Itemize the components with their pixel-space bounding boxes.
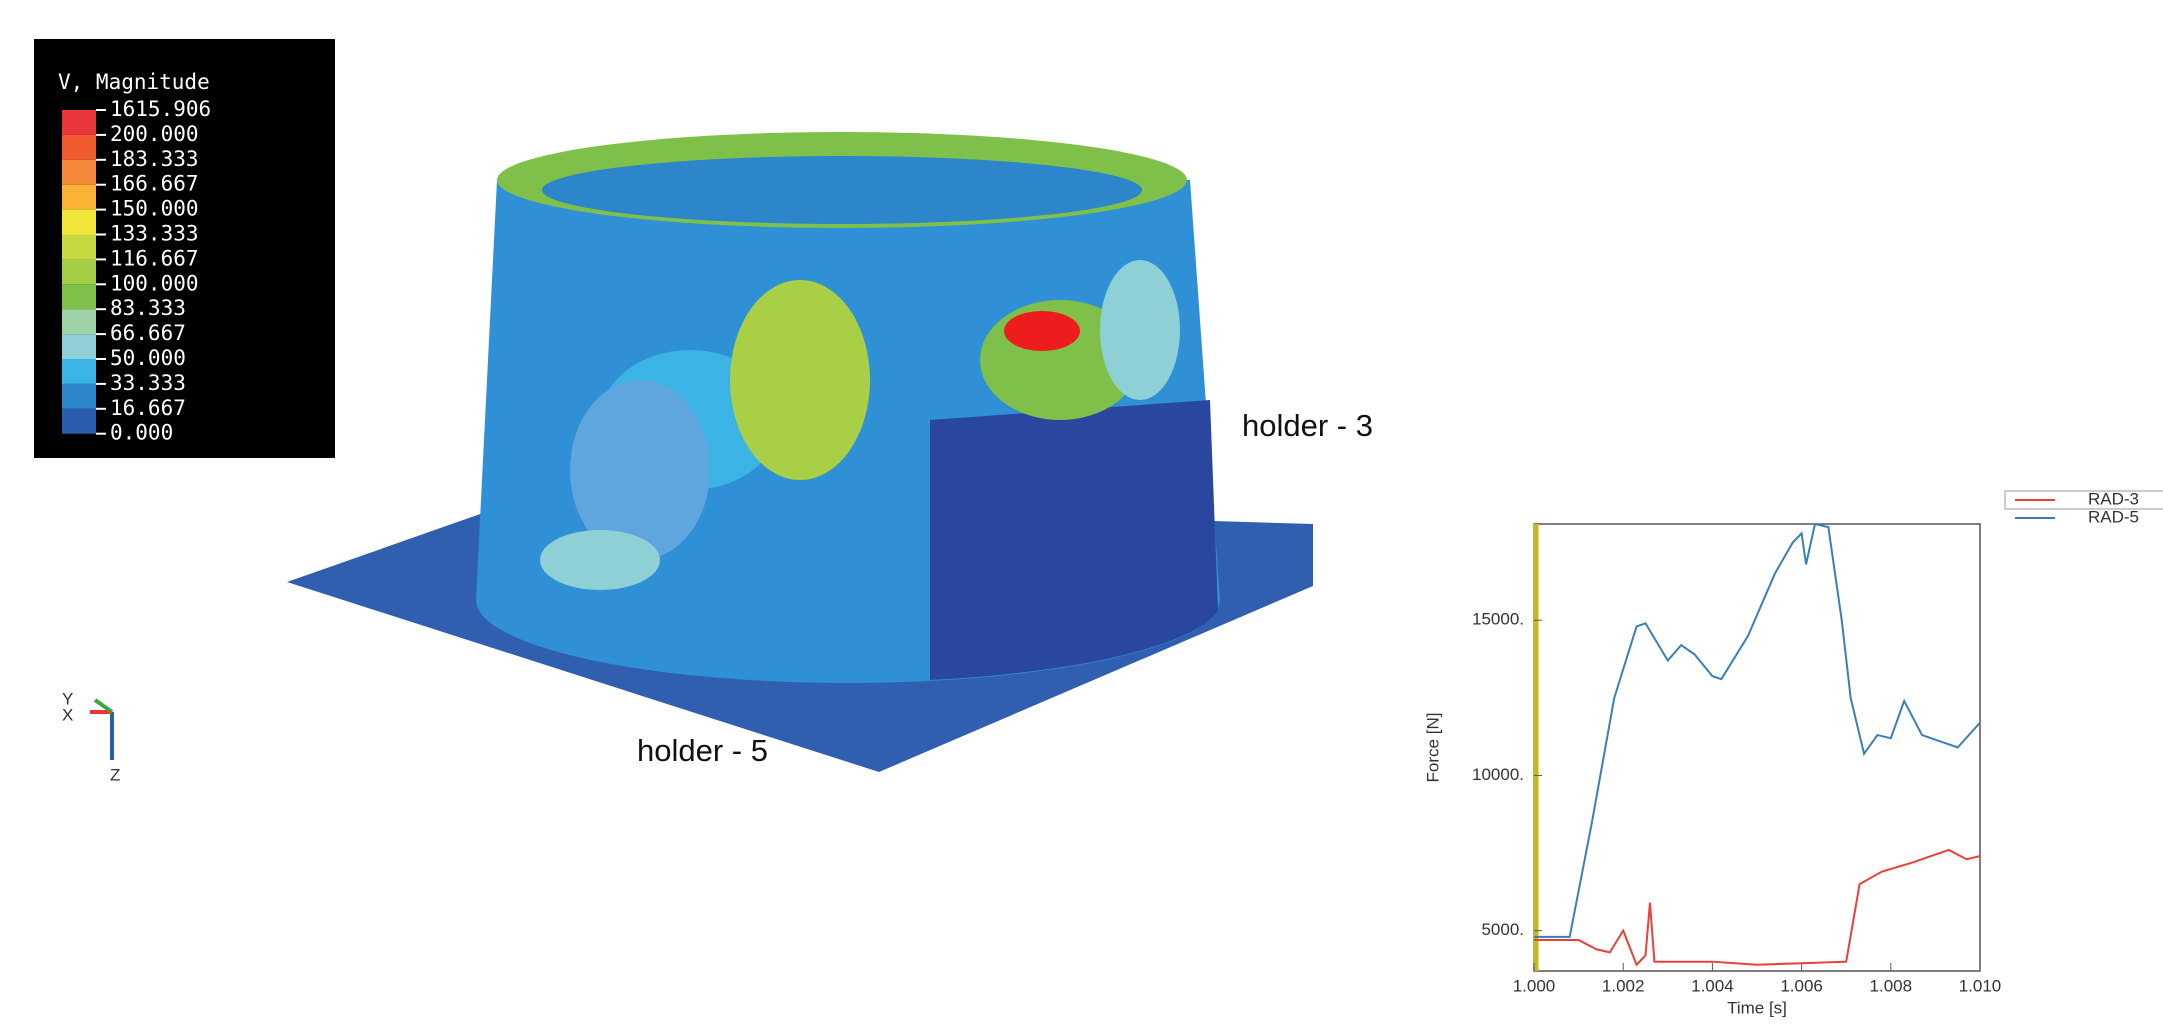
y-axis-label: Force [N] <box>1423 713 1442 783</box>
legend-label: RAD-3 <box>2088 489 2139 508</box>
legend-label: 116.667 <box>110 246 199 270</box>
legend-label: RAD-5 <box>2088 507 2139 526</box>
legend-swatch <box>62 259 96 284</box>
legend-swatch <box>62 334 96 359</box>
legend-swatch <box>62 359 96 384</box>
legend-swatch <box>62 384 96 409</box>
legend-swatch <box>62 110 96 135</box>
triad-label: Z <box>110 765 120 784</box>
legend-label: 200.000 <box>110 122 199 146</box>
x-tick-label: 1.010 <box>1959 976 2002 995</box>
x-tick-label: 1.002 <box>1602 976 1645 995</box>
legend-swatch <box>62 210 96 235</box>
legend-label: 183.333 <box>110 147 199 171</box>
annotation: holder - 5 <box>637 733 768 768</box>
legend-title: V, Magnitude <box>58 70 210 94</box>
line-chart: 1.000 1.002 1.004 1.006 1.008 1.010 5000. 10000… <box>1423 489 2163 1017</box>
legend-swatch <box>62 235 96 260</box>
screen: holder - 3 holder - 5 V, Magnitude 1615.… <box>0 0 2163 1036</box>
fea-model <box>287 132 1313 772</box>
plot-frame <box>1534 524 1980 971</box>
page: {"legend":{"title":"V, Magnitude", "labe… <box>0 0 2163 1036</box>
legend-swatch <box>62 284 96 309</box>
legend-label: 50.000 <box>110 346 186 370</box>
x-tick-label: 1.004 <box>1691 976 1734 995</box>
legend-label: 33.333 <box>110 371 186 395</box>
legend-label: 166.667 <box>110 172 199 196</box>
legend-swatch <box>62 409 96 434</box>
legend-swatch <box>62 160 96 185</box>
legend-label: 1615.906 <box>110 97 211 121</box>
x-tick-label: 1.006 <box>1780 976 1823 995</box>
legend-swatch <box>62 309 96 334</box>
y-tick-label: 15000. <box>1472 610 1524 629</box>
x-axis-label: Time [s] <box>1727 998 1787 1017</box>
legend-label: 83.333 <box>110 296 186 320</box>
y-tick-label: 10000. <box>1472 765 1524 784</box>
annotation: holder - 3 <box>1242 408 1373 443</box>
triad-label: X <box>62 705 73 724</box>
legend-label: 133.333 <box>110 222 199 246</box>
legend-label: 16.667 <box>110 396 186 420</box>
legend-swatch <box>62 185 96 210</box>
legend-label: 66.667 <box>110 321 186 345</box>
legend-label: 150.000 <box>110 197 199 221</box>
legend-label: 100.000 <box>110 271 199 295</box>
legend-swatch <box>62 135 96 160</box>
x-tick-label: 1.008 <box>1870 976 1913 995</box>
axis-triad: Y X Z <box>62 689 120 784</box>
x-tick-label: 1.000 <box>1513 976 1556 995</box>
y-tick-label: 5000. <box>1481 920 1524 939</box>
legend-label: 0.000 <box>110 421 173 445</box>
